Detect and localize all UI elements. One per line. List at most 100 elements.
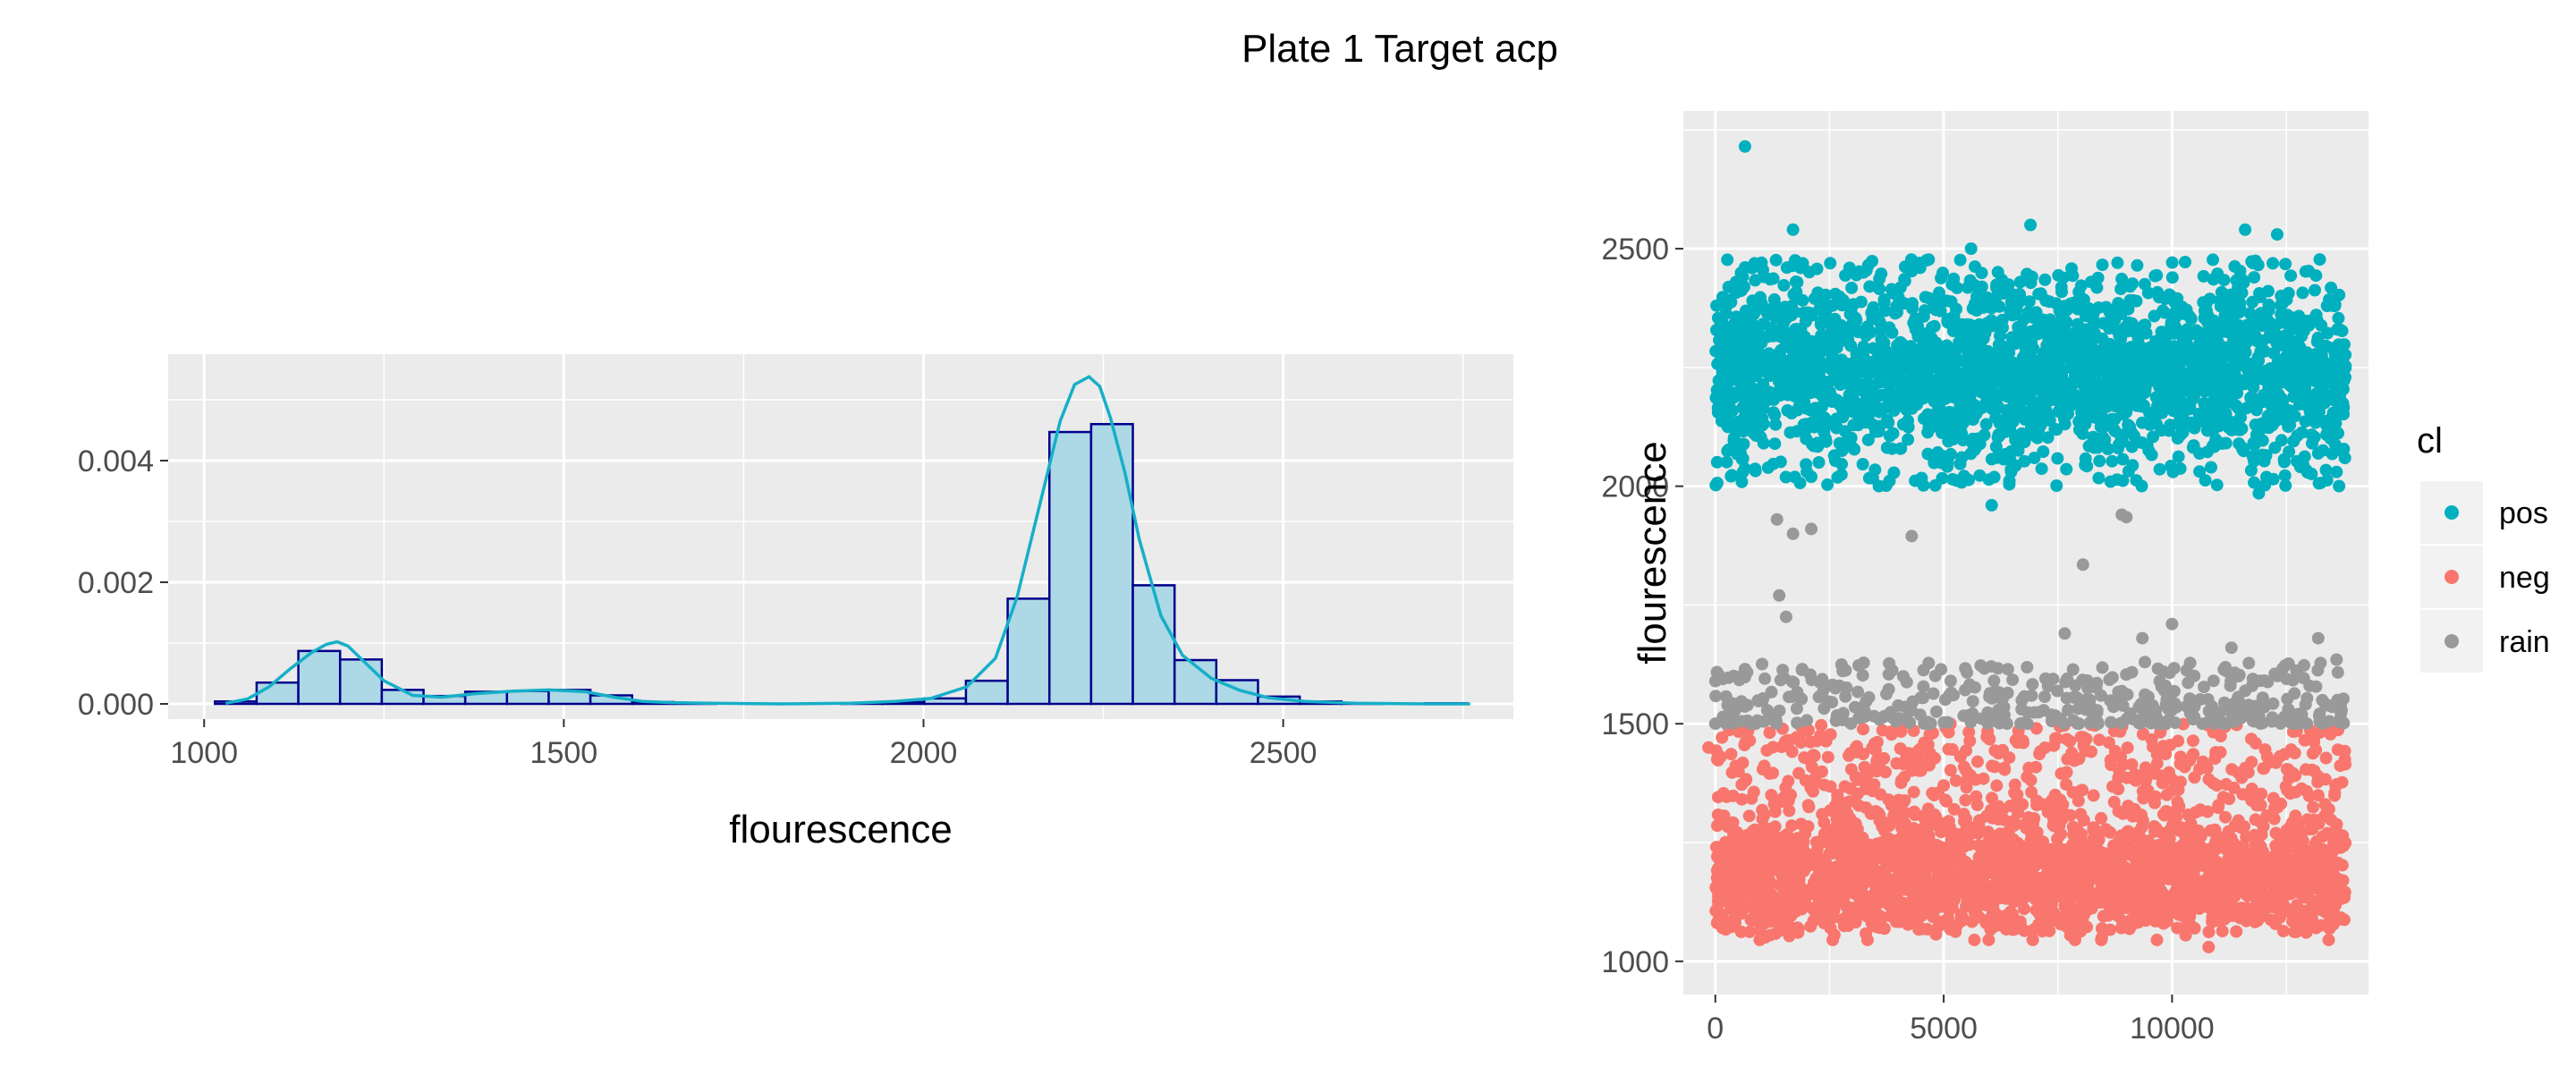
neg-point	[2219, 810, 2232, 824]
neg-point	[1944, 764, 1957, 777]
rain-point	[2277, 710, 2291, 724]
x-tick-label: 2000	[890, 736, 958, 770]
neg-point	[1843, 749, 1855, 762]
pos-point	[2101, 316, 2114, 329]
neg-point	[1763, 875, 1776, 888]
neg-point	[1928, 751, 1942, 765]
neg-point	[2279, 780, 2292, 793]
neg-point	[1775, 831, 1789, 844]
neg-point	[2049, 869, 2063, 883]
neg-point	[2322, 933, 2335, 946]
neg-point	[2107, 893, 2121, 907]
neg-point	[2225, 763, 2239, 776]
neg-point	[2085, 745, 2097, 758]
neg-point	[1719, 893, 1733, 907]
neg-point	[2328, 789, 2342, 802]
pos-point	[2055, 285, 2068, 299]
neg-point	[2303, 920, 2317, 934]
histogram-bar	[255, 681, 300, 706]
rain-point	[1839, 690, 1852, 703]
rain-point	[2208, 710, 2222, 724]
neg-point	[2183, 910, 2197, 923]
neg-point	[2082, 898, 2095, 910]
neg-point	[2113, 764, 2126, 777]
rain-point	[2245, 679, 2258, 692]
neg-point	[1942, 815, 1955, 828]
rain-point	[2032, 706, 2046, 719]
neg-point	[2231, 868, 2244, 881]
pos-point	[1877, 296, 1891, 309]
rain-point	[1858, 704, 1871, 717]
neg-point	[1828, 800, 1842, 812]
neg-point	[2038, 921, 2052, 935]
neg-point	[2140, 882, 2153, 895]
pos-point	[1969, 260, 1981, 274]
neg-point	[2038, 741, 2052, 754]
neg-point	[2254, 903, 2267, 917]
neg-point	[2046, 858, 2060, 870]
rain-point	[1937, 716, 1951, 729]
rain-point	[1721, 699, 1734, 712]
rain-point	[2038, 672, 2052, 685]
pos-point	[1757, 263, 1769, 276]
neg-point	[2055, 827, 2067, 841]
neg-point	[2334, 911, 2348, 925]
neg-point	[2082, 853, 2096, 867]
neg-point	[1913, 842, 1927, 855]
neg-point	[1744, 913, 1758, 927]
rain-point	[2303, 679, 2317, 692]
neg-point	[1940, 794, 1953, 808]
neg-point	[2201, 888, 2215, 902]
neg-point	[2211, 898, 2224, 910]
rain-point	[1722, 671, 1735, 684]
neg-point	[2159, 850, 2173, 863]
rain-point	[2299, 698, 2312, 711]
pos-point	[2041, 431, 2055, 445]
y-tick-label: 0.000	[78, 688, 154, 722]
rain-point	[2105, 716, 2117, 729]
neg-point	[1869, 805, 1883, 818]
rain-point	[2139, 656, 2151, 669]
neg-point	[2063, 928, 2077, 942]
pos-point	[2125, 440, 2139, 453]
pos-point	[1817, 314, 1830, 327]
neg-point	[2066, 839, 2080, 852]
neg-point	[1786, 851, 1800, 865]
rain-point	[2103, 673, 2116, 686]
neg-point	[1847, 840, 1860, 853]
pos-point	[2034, 287, 2047, 301]
neg-point	[2226, 842, 2240, 855]
rain-point	[1945, 686, 1958, 699]
neg-point	[2074, 731, 2088, 744]
neg-point	[2080, 885, 2093, 898]
neg-point	[1898, 794, 1911, 807]
rain-point	[2001, 663, 2014, 676]
neg-point	[2061, 752, 2074, 766]
neg-point	[1914, 764, 1928, 777]
neg-point	[1830, 812, 1843, 826]
neg-point	[1742, 858, 1756, 871]
rain-point	[2331, 665, 2344, 679]
rain-point	[2057, 717, 2071, 731]
rain-point	[2106, 700, 2120, 714]
rain-point	[1880, 687, 1894, 700]
neg-point	[1885, 858, 1899, 871]
rain-point	[1981, 716, 1995, 730]
neg-point	[2285, 816, 2299, 829]
rain-point	[1727, 716, 1740, 730]
neg-point	[1970, 755, 1984, 768]
neg-point	[1950, 827, 1963, 841]
rain-point	[2021, 661, 2034, 673]
neg-point	[1919, 815, 1932, 828]
neg-point	[2309, 743, 2323, 757]
neg-point	[2330, 819, 2343, 832]
rain-point	[1785, 675, 1799, 689]
neg-point	[1904, 902, 1917, 916]
rain-point	[2059, 675, 2072, 689]
neg-point	[2136, 728, 2149, 741]
pos-point	[2247, 436, 2260, 450]
neg-point	[1893, 915, 1906, 928]
histogram-bar	[1006, 597, 1051, 706]
neg-point	[2274, 895, 2287, 909]
neg-point	[2282, 855, 2295, 868]
